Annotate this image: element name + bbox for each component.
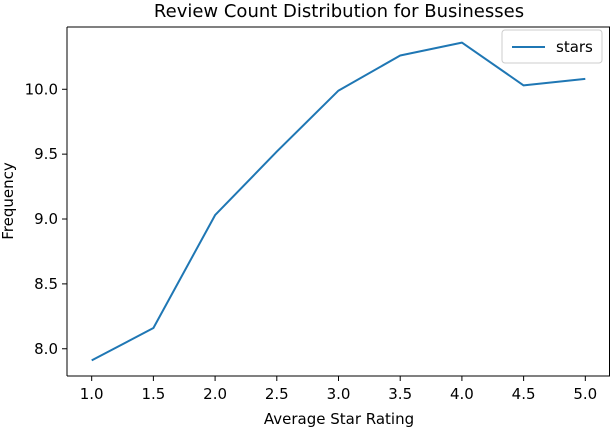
x-tick-label: 2.5: [265, 385, 289, 403]
x-tick-label: 4.5: [512, 385, 536, 403]
y-tick-label: 9.0: [34, 210, 58, 228]
x-tick-label: 4.0: [450, 385, 474, 403]
x-tick-label: 1.5: [141, 385, 165, 403]
series-line-stars: [91, 41, 586, 362]
plot-area: 1.0 1.5 2.0 2.5 3.0 3.5 4.0 4.5 5.0 8.0 8.5 9.0 9.5 1…: [25, 26, 610, 403]
chart-title: Review Count Distribution for Businesses: [154, 1, 524, 22]
x-tick-label: 2.0: [203, 385, 227, 403]
x-tick-label: 1.0: [80, 385, 104, 403]
legend-frame: [501, 29, 603, 64]
x-tick-label: 5.0: [573, 385, 597, 403]
y-axis-label: Frequency: [0, 162, 17, 240]
y-tick-label: 8.5: [34, 275, 58, 293]
legend-label: stars: [556, 38, 593, 56]
y-tick-label: 9.5: [34, 145, 58, 163]
legend: stars: [501, 29, 603, 64]
x-axis-label: Average Star Rating: [264, 410, 414, 428]
x-tick-label: 3.0: [327, 385, 351, 403]
x-tick-label: 3.5: [388, 385, 412, 403]
y-tick-label: 8.0: [34, 340, 58, 358]
y-tick-label: 10.0: [25, 80, 58, 98]
